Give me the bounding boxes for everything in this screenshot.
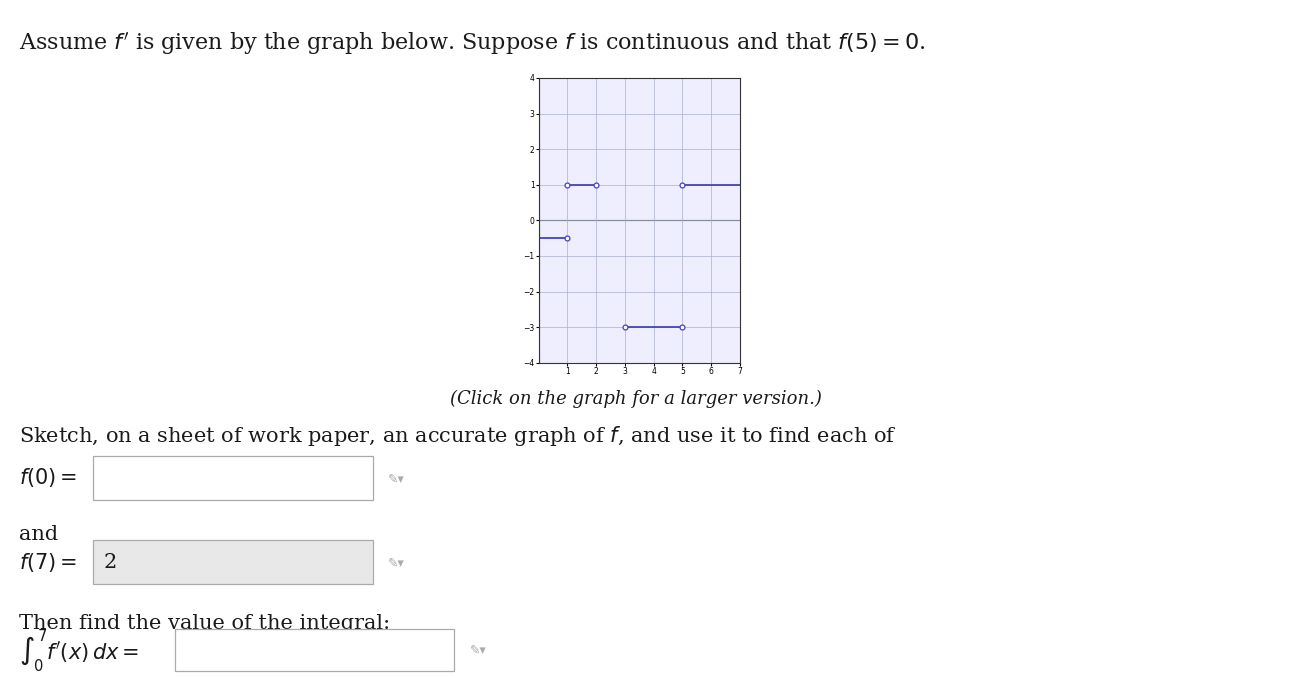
Text: ✎▾: ✎▾	[388, 556, 405, 569]
Text: $f(7) =$: $f(7) =$	[19, 551, 78, 574]
FancyBboxPatch shape	[93, 540, 373, 584]
Text: and: and	[19, 525, 58, 544]
Text: Assume $f'$ is given by the graph below. Suppose $f$ is continuous and that $f(5: Assume $f'$ is given by the graph below.…	[19, 31, 925, 57]
Text: Then find the value of the integral:: Then find the value of the integral:	[19, 614, 391, 633]
Text: ✎▾: ✎▾	[388, 472, 405, 485]
Text: ✎▾: ✎▾	[470, 643, 487, 656]
Text: Sketch, on a sheet of work paper, an accurate graph of $f$, and use it to find e: Sketch, on a sheet of work paper, an acc…	[19, 424, 897, 447]
Text: $f(0) =$: $f(0) =$	[19, 466, 78, 490]
FancyBboxPatch shape	[175, 629, 454, 671]
Text: 2: 2	[104, 553, 117, 572]
FancyBboxPatch shape	[93, 456, 373, 500]
Text: $\int_0^7 f^{\prime}(x)\, dx =$: $\int_0^7 f^{\prime}(x)\, dx =$	[19, 627, 139, 675]
Text: (Click on the graph for a larger version.): (Click on the graph for a larger version…	[450, 390, 822, 408]
